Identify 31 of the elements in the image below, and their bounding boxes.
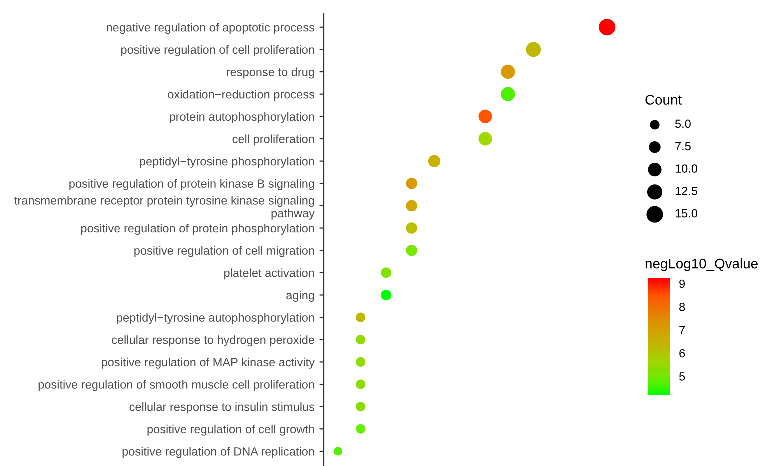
y-tick-label: negative regulation of apoptotic process bbox=[107, 23, 315, 34]
y-tick-label: positive regulation of MAP kinase activity bbox=[102, 358, 315, 369]
y-tick-label: peptidyl−tyrosine phosphorylation bbox=[140, 157, 314, 168]
legend-label: 10.0 bbox=[676, 164, 698, 173]
y-tick-label: protein autophosphorylation bbox=[170, 112, 314, 124]
color-bar-label: 7 bbox=[680, 326, 685, 334]
legend-label: 5.0 bbox=[675, 120, 691, 128]
legend-label: 12.5 bbox=[676, 187, 698, 196]
y-tick-label: positive regulation of cell growth bbox=[148, 424, 314, 436]
color-bar-label: 8 bbox=[680, 302, 686, 312]
y-tick-label: positive regulation of cell migration bbox=[134, 246, 314, 258]
y-tick-label: positive regulation of cell proliferation bbox=[122, 45, 314, 56]
legend-label: 15.0 bbox=[676, 209, 698, 218]
legend-label: 7.5 bbox=[676, 142, 691, 151]
y-tick-label: positive regulation of protein phosphorylation bbox=[81, 224, 314, 236]
color-bar-label: 5 bbox=[680, 372, 686, 381]
y-tick-label: platelet activation bbox=[224, 268, 314, 280]
y-tick-label: response to drug bbox=[227, 68, 314, 79]
y-tick-label: peptidyl−tyrosine autophosphorylation bbox=[117, 313, 314, 324]
y-tick-label: positive regulation of smooth muscle cell proliferation bbox=[38, 380, 314, 392]
color-bar-label: 6 bbox=[680, 349, 686, 358]
color-bar-label: 9 bbox=[680, 280, 686, 288]
y-tick-label: aging bbox=[286, 290, 314, 302]
y-tick-label: cellular response to insulin stimulus bbox=[130, 402, 315, 414]
y-tick-label: positive regulation of DNA replication bbox=[122, 447, 314, 458]
y-tick-label: positive regulation of protein kinase B signaling bbox=[70, 179, 314, 190]
legend-title: Count bbox=[646, 95, 682, 105]
y-tick-label: cellular response to hydrogen peroxide bbox=[112, 336, 314, 347]
y-tick-label: cell proliferation bbox=[232, 134, 314, 146]
y-tick-label: oxidation−reduction process bbox=[168, 90, 315, 102]
color-bar-title: negLog10_Qvalue bbox=[646, 258, 758, 272]
